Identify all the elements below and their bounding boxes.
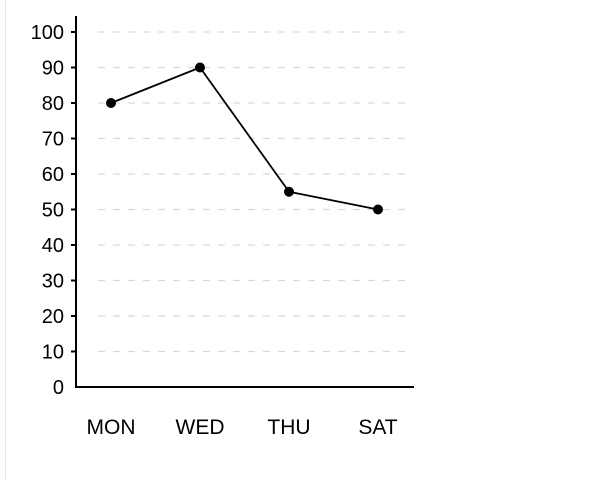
y-tick-label-0: 0	[53, 377, 64, 399]
y-tick-label-50: 50	[42, 200, 64, 222]
x-tick-label-thu: THU	[267, 416, 310, 439]
y-tick-label-40: 40	[42, 235, 64, 257]
series-layer	[106, 62, 383, 215]
y-tick-labels: 0 10 20 30 40 50 60 70 80 90 100	[31, 22, 64, 399]
y-tick-label-90: 90	[42, 58, 64, 80]
y-tick-label-20: 20	[42, 306, 64, 328]
data-point-thu	[284, 186, 294, 197]
grid-layer	[98, 31, 406, 353]
data-point-sat	[373, 204, 383, 215]
x-tick-label-wed: WED	[176, 416, 225, 439]
data-point-wed	[195, 62, 205, 73]
y-tick-label-100: 100	[31, 22, 64, 44]
y-tick-label-60: 60	[42, 164, 64, 186]
frame-divider	[5, 0, 6, 480]
y-tick-label-80: 80	[42, 93, 64, 115]
y-tick-label-30: 30	[42, 271, 64, 293]
x-tick-label-mon: MON	[87, 416, 136, 439]
x-tick-labels: MON WED THU SAT	[87, 416, 398, 439]
x-tick-label-sat: SAT	[358, 416, 397, 439]
axis-layer	[71, 16, 414, 388]
series-line-0	[110, 66, 379, 211]
data-point-mon	[106, 98, 116, 108]
y-tick-label-70: 70	[42, 129, 64, 151]
y-tick-label-10: 10	[42, 342, 64, 364]
